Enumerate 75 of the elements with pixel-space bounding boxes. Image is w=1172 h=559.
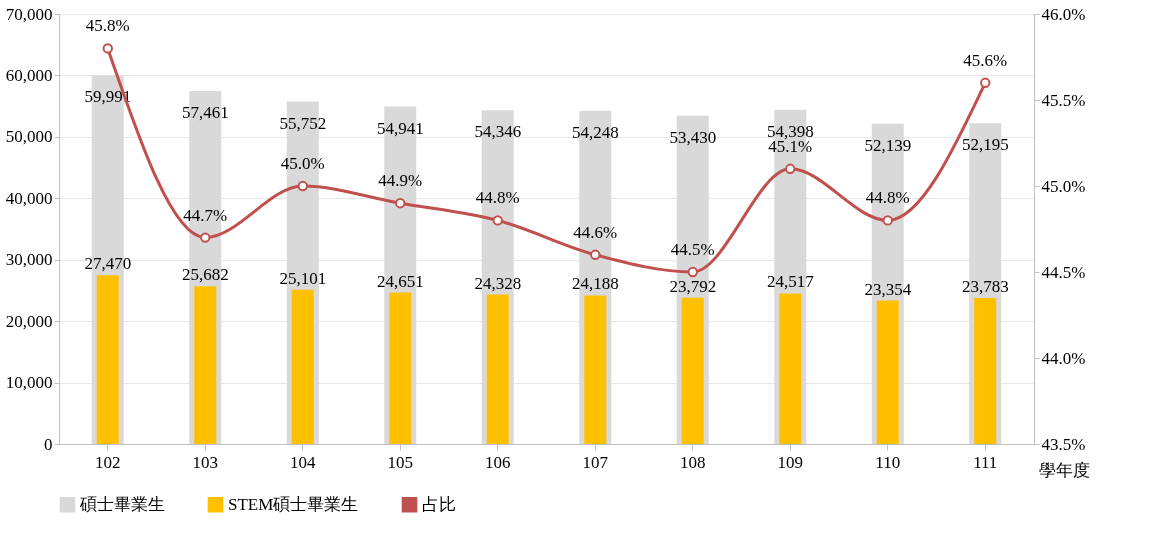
data-label: 53,430 bbox=[669, 127, 717, 147]
legend-label: 碩士畢業生 bbox=[79, 494, 165, 514]
y-tick-label: 20,000 bbox=[5, 311, 53, 331]
y-tick-label: 60,000 bbox=[5, 65, 53, 85]
x-tick-label: 105 bbox=[387, 452, 413, 472]
y-tick-label: 50,000 bbox=[5, 127, 53, 147]
point bbox=[200, 232, 211, 243]
data-label: 45.6% bbox=[963, 50, 1008, 70]
bar bbox=[779, 293, 802, 444]
y2-tick-label: 46.0% bbox=[1041, 4, 1086, 24]
data-label: 44.8% bbox=[865, 188, 910, 208]
y-tick-label: 70,000 bbox=[5, 4, 53, 24]
data-label: 44.6% bbox=[573, 222, 618, 242]
y-tick-label: 40,000 bbox=[5, 188, 53, 208]
bar bbox=[389, 292, 412, 444]
point bbox=[102, 43, 113, 54]
data-label: 23,354 bbox=[864, 279, 912, 299]
bar bbox=[974, 297, 997, 444]
data-label: 54,346 bbox=[474, 122, 522, 142]
point bbox=[980, 77, 991, 88]
x-tick-label: 103 bbox=[192, 452, 218, 472]
y2-tick-label: 43.5% bbox=[1041, 434, 1086, 454]
data-label: 23,783 bbox=[961, 276, 1009, 296]
y2-tick-label: 45.5% bbox=[1041, 90, 1086, 110]
x-tick-label: 111 bbox=[973, 452, 998, 472]
point bbox=[492, 215, 503, 226]
data-label: 24,188 bbox=[571, 274, 619, 294]
y-tick-label: 30,000 bbox=[5, 250, 53, 270]
y2-tick-label: 45.0% bbox=[1041, 176, 1086, 196]
x-tick-label: 106 bbox=[485, 452, 511, 472]
data-label: 24,651 bbox=[376, 271, 424, 291]
y-tick-label: 0 bbox=[44, 434, 53, 454]
data-label: 55,752 bbox=[279, 113, 327, 133]
y2-tick-label: 44.5% bbox=[1041, 262, 1086, 282]
legend-label: 占比 bbox=[422, 494, 456, 514]
data-label: 45.0% bbox=[280, 154, 325, 173]
bar bbox=[291, 289, 314, 444]
data-label: 44.9% bbox=[378, 171, 423, 191]
x-tick-label: 110 bbox=[875, 452, 901, 472]
data-label: 25,101 bbox=[279, 268, 327, 288]
bar bbox=[96, 275, 119, 444]
data-label: 23,792 bbox=[669, 276, 717, 296]
bar bbox=[681, 297, 704, 444]
legend-label: STEM碩士畢業生 bbox=[228, 494, 359, 514]
bar bbox=[876, 300, 899, 444]
point bbox=[882, 215, 893, 226]
x-tick-label: 107 bbox=[582, 452, 609, 472]
data-label: 27,470 bbox=[84, 254, 132, 274]
x-tick-label: 104 bbox=[290, 452, 316, 472]
bar bbox=[486, 294, 509, 444]
data-label: 44.5% bbox=[670, 240, 715, 259]
data-label: 44.8% bbox=[475, 188, 520, 208]
data-label: 45.8% bbox=[85, 16, 130, 36]
x-axis-title: 學年度 bbox=[1038, 460, 1090, 480]
x-tick-label: 108 bbox=[680, 452, 706, 472]
point bbox=[687, 266, 698, 278]
data-label: 24,328 bbox=[474, 273, 522, 293]
data-label: 52,139 bbox=[864, 135, 912, 155]
data-label: 52,195 bbox=[961, 135, 1009, 155]
data-label: 24,517 bbox=[766, 272, 815, 292]
data-label: 54,248 bbox=[571, 122, 619, 142]
bar bbox=[584, 295, 607, 444]
y-tick-label: 10,000 bbox=[5, 373, 53, 393]
point bbox=[590, 249, 601, 260]
bar bbox=[194, 286, 217, 444]
point bbox=[297, 180, 308, 192]
data-label: 57,461 bbox=[181, 103, 229, 123]
x-tick-label: 102 bbox=[95, 452, 121, 472]
data-label: 25,682 bbox=[181, 265, 229, 285]
point bbox=[785, 163, 796, 174]
y2-tick-label: 44.0% bbox=[1041, 348, 1086, 368]
point bbox=[395, 198, 406, 209]
data-label: 44.7% bbox=[183, 205, 228, 225]
data-label: 54,941 bbox=[376, 118, 424, 138]
x-tick-label: 109 bbox=[777, 452, 803, 472]
